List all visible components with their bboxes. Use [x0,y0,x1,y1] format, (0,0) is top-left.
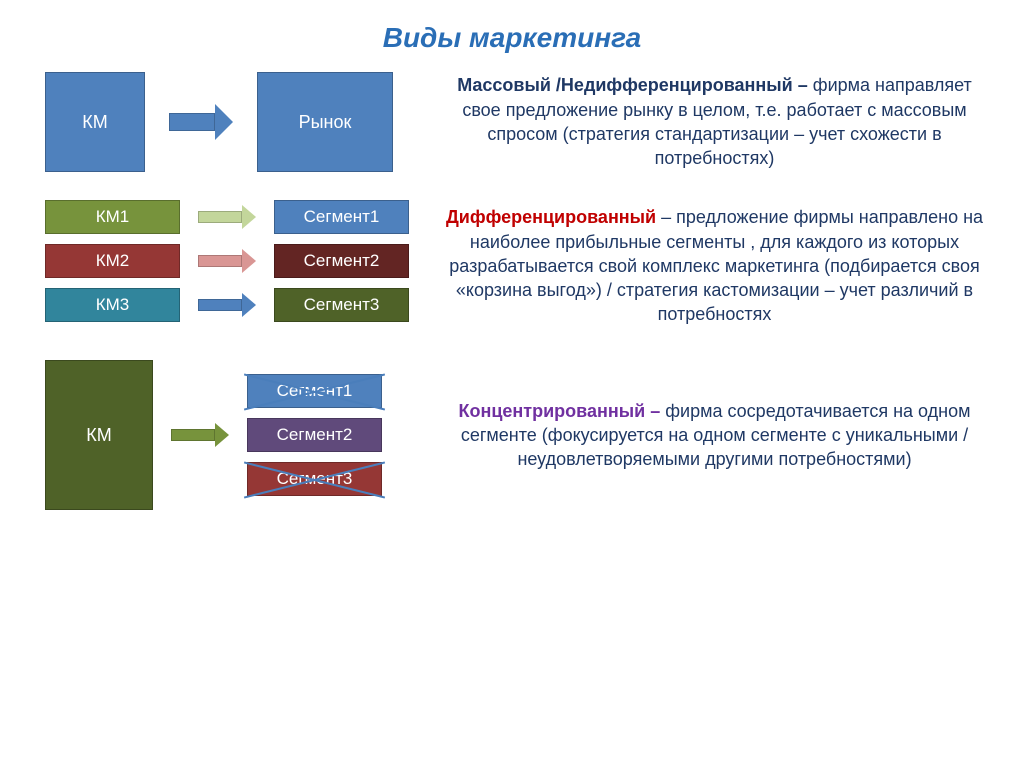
box-market: Рынок [257,72,393,172]
diff-row: КМ1 Сегмент1 [45,200,445,234]
section-diff: КМ1 Сегмент1 КМ2 Сегмент2 КМ3 Сегмент3 Диффер… [0,200,1024,332]
diagram-conc: КМ Сегмент1 Сегмент2 Сегмент3 [45,360,445,510]
diagram-diff: КМ1 Сегмент1 КМ2 Сегмент2 КМ3 Сегмент3 [45,200,445,332]
box-segment1: Сегмент1 [247,374,382,408]
heading-mass: Массовый /Недифференцированный – [457,75,808,95]
heading-conc: Концентрированный – [459,401,661,421]
box-km3: КМ3 [45,288,180,322]
arrow-icon [198,249,256,273]
diagram-mass: КМ Рынок [45,72,445,172]
section-mass: КМ Рынок Массовый /Недифференцированный … [0,72,1024,172]
text-mass: Массовый /Недифференцированный – фирма н… [445,73,1024,170]
box-segment2: Сегмент2 [247,418,382,452]
segment-list: Сегмент1 Сегмент2 Сегмент3 [247,374,382,496]
arrow-icon [198,205,256,229]
box-segment3: Сегмент3 [274,288,409,322]
box-segment1: Сегмент1 [274,200,409,234]
diff-row: КМ3 Сегмент3 [45,288,445,322]
box-segment2: Сегмент2 [274,244,409,278]
box-km-conc: КМ [45,360,153,510]
arrow-icon [169,104,233,140]
text-conc: Концентрированный – фирма сосредотачивае… [445,399,1024,472]
text-diff: Дифференцированный – предложение фирмы н… [445,205,1024,326]
box-segment3: Сегмент3 [247,462,382,496]
box-km1: КМ1 [45,200,180,234]
diff-row: КМ2 Сегмент2 [45,244,445,278]
box-km: КМ [45,72,145,172]
heading-diff: Дифференцированный [446,207,656,227]
section-conc: КМ Сегмент1 Сегмент2 Сегмент3 Концентриров… [0,360,1024,510]
box-km2: КМ2 [45,244,180,278]
arrow-icon [171,423,229,447]
arrow-icon [198,293,256,317]
page-title: Виды маркетинга [0,0,1024,72]
